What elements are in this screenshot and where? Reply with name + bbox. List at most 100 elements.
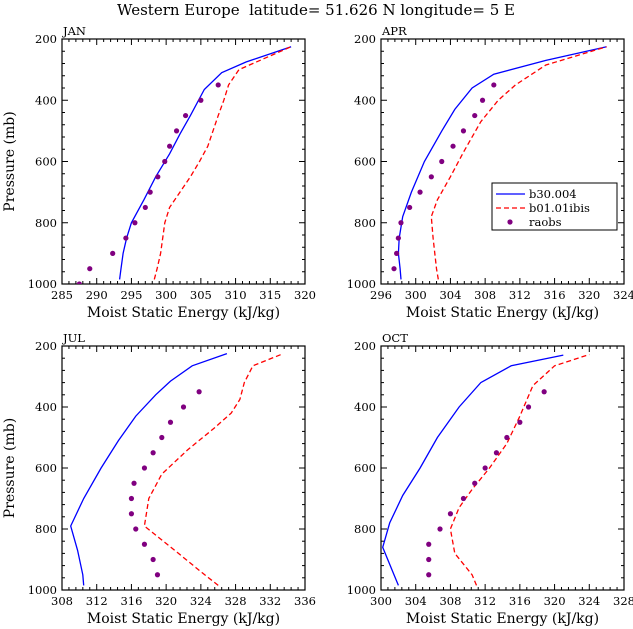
legend-label: b01.01ibis	[529, 201, 590, 215]
legend-label: b30.004	[529, 187, 577, 201]
legend-box	[491, 182, 618, 231]
x-tick-label: 315	[259, 288, 281, 302]
raobs-point	[198, 97, 204, 103]
series-line-b30-004	[118, 46, 292, 280]
x-tick-label: 308	[474, 288, 496, 302]
series-line-b01-01ibis	[430, 46, 607, 280]
raobs-point	[173, 128, 180, 134]
x-tick-label: 336	[294, 594, 316, 608]
plot-area	[382, 353, 590, 586]
raobs-point	[133, 526, 139, 532]
x-tick-label: 324	[190, 594, 212, 608]
x-tick-label: 320	[544, 594, 566, 608]
x-tick-label: 308	[51, 594, 73, 608]
raobs-point	[167, 419, 174, 425]
plot-area	[391, 46, 607, 280]
y-tick-label: 200	[35, 339, 57, 353]
x-tick-label: 332	[259, 594, 281, 608]
y-tick-label: 600	[354, 461, 376, 475]
x-tick-label: 320	[155, 594, 177, 608]
plot-frame	[61, 345, 306, 591]
raobs-point	[493, 450, 500, 456]
raobs-point	[525, 404, 532, 410]
panel-label: JAN	[62, 24, 86, 38]
x-tick-label: 300	[155, 288, 177, 302]
raobs-point	[87, 266, 93, 272]
y-axis-label: Pressure (mb)	[2, 418, 18, 518]
x-axis-label: Moist Static Energy (kJ/kg)	[87, 611, 280, 627]
raobs-point	[128, 511, 135, 517]
raobs-point	[426, 556, 432, 563]
panel-label: OCT	[382, 331, 408, 345]
raobs-point	[162, 158, 168, 165]
y-tick-label: 400	[35, 400, 57, 414]
raobs-point	[155, 174, 161, 180]
raobs-point	[150, 556, 156, 563]
raobs-point	[128, 495, 135, 502]
raobs-point	[110, 250, 116, 256]
chart-panel-jul: 308 312 316 320 324 328 332 336 200 400 600 800 1000…	[2, 331, 316, 627]
plot-frame	[380, 345, 625, 591]
raobs-point	[407, 204, 413, 211]
raobs-point	[394, 250, 400, 256]
plot-frame	[380, 38, 625, 285]
raobs-point	[482, 465, 488, 471]
y-tick-label: 1000	[28, 583, 57, 597]
y-tick-label: 800	[354, 216, 376, 230]
x-tick-label: 290	[86, 288, 108, 302]
x-tick-label: 300	[405, 288, 427, 302]
x-tick-label: 295	[120, 288, 142, 302]
x-tick-label: 320	[578, 288, 600, 302]
legend-dot-raobs	[507, 219, 513, 225]
raobs-point	[150, 450, 156, 456]
x-tick-label: 316	[544, 288, 566, 302]
panel-label: JUL	[62, 331, 85, 345]
raobs-point	[479, 97, 486, 103]
raobs-point	[439, 158, 445, 165]
legend-label: raobs	[529, 215, 562, 229]
x-tick-label: 296	[370, 288, 392, 302]
x-tick-label: 324	[613, 288, 633, 302]
raobs-point	[426, 572, 432, 578]
raobs-point	[437, 526, 443, 532]
raobs-point	[131, 480, 137, 486]
panel-label: APR	[381, 24, 407, 38]
raobs-point	[460, 128, 467, 134]
raobs-point	[472, 112, 478, 119]
raobs-point	[132, 220, 138, 226]
plot-frame	[61, 38, 306, 285]
y-tick-label: 1000	[347, 583, 376, 597]
x-axis-label: Moist Static Energy (kJ/kg)	[406, 305, 599, 321]
chart-panel-apr: 296 300 304 308 312 316 320 324 200 400 600 800 1000…	[347, 24, 633, 321]
y-tick-label: 600	[354, 155, 376, 169]
raobs-point	[123, 235, 129, 241]
raobs-point	[428, 174, 434, 180]
x-tick-label: 304	[405, 594, 427, 608]
figure-title: Western Europe latitude= 51.626 N longit…	[117, 1, 515, 19]
x-tick-label: 285	[51, 288, 73, 302]
series-line-b30-004	[70, 352, 228, 586]
chart-panel-oct: 300 304 308 312 316 320 324 328 200 400 600 800 1000…	[347, 331, 633, 627]
x-tick-label: 305	[190, 288, 212, 302]
series-line-b01-01ibis	[153, 46, 292, 280]
raobs-point	[76, 281, 82, 284]
raobs-point	[167, 143, 173, 149]
x-tick-label: 312	[86, 594, 108, 608]
y-tick-label: 1000	[347, 277, 376, 291]
raobs-point	[395, 235, 401, 241]
raobs-point	[142, 204, 148, 211]
raobs-point	[180, 404, 187, 410]
raobs-point	[472, 480, 478, 486]
series-line-b30-004	[382, 354, 564, 586]
series-line-b30-004	[397, 46, 607, 280]
y-tick-label: 800	[35, 522, 57, 536]
raobs-point	[447, 511, 454, 517]
raobs-point	[141, 465, 148, 471]
y-tick-label: 200	[35, 32, 57, 46]
chart-panel-jan: 285 290 295 300 305 310 315 320 200 400 600 800 1000…	[2, 24, 316, 321]
x-tick-label: 328	[613, 594, 633, 608]
y-tick-label: 800	[35, 216, 57, 230]
y-tick-label: 400	[354, 93, 376, 107]
y-tick-label: 200	[354, 32, 376, 46]
